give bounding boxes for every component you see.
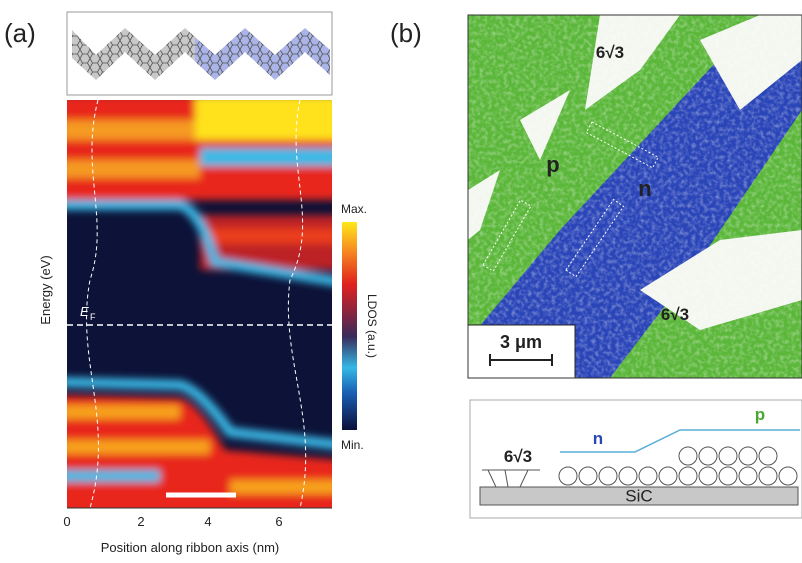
x-tick-label: 4 (204, 514, 211, 529)
x-tick-label: 6 (275, 514, 282, 529)
micrograph-frame (467, 14, 802, 379)
region-label: n (638, 176, 651, 201)
micrograph (468, 15, 802, 378)
substrate-label: SiC (625, 486, 652, 505)
schematic-label: 6√3 (504, 447, 532, 466)
colorbar (342, 222, 357, 430)
colorbar-min: Min. (341, 438, 364, 452)
x-tick-label: 2 (137, 514, 144, 529)
scale-label: 3 μm (500, 332, 542, 352)
schematic-n: n (593, 429, 603, 448)
schematic-p: p (755, 405, 765, 424)
region-label: 6√3 (596, 43, 624, 62)
region-label: 6√3 (661, 305, 689, 324)
x-tick-label: 0 (63, 514, 70, 529)
x-axis-label: Position along ribbon axis (nm) (101, 540, 279, 555)
band-line (560, 429, 800, 453)
fermi-label: E (80, 304, 89, 319)
region-label: p (546, 152, 559, 177)
graphene-layers (558, 446, 798, 486)
ldos-map (67, 100, 332, 508)
colorbar-max: Max. (341, 202, 367, 216)
colorbar-label: LDOS (a.u.) (365, 294, 379, 358)
fermi-subscript: F (90, 312, 96, 322)
panel-label: (b) (390, 18, 422, 48)
panel-label: (a) (4, 18, 36, 48)
substrate (479, 486, 799, 506)
y-axis-label: Energy (eV) (38, 255, 53, 324)
buffer-layer (482, 469, 540, 488)
